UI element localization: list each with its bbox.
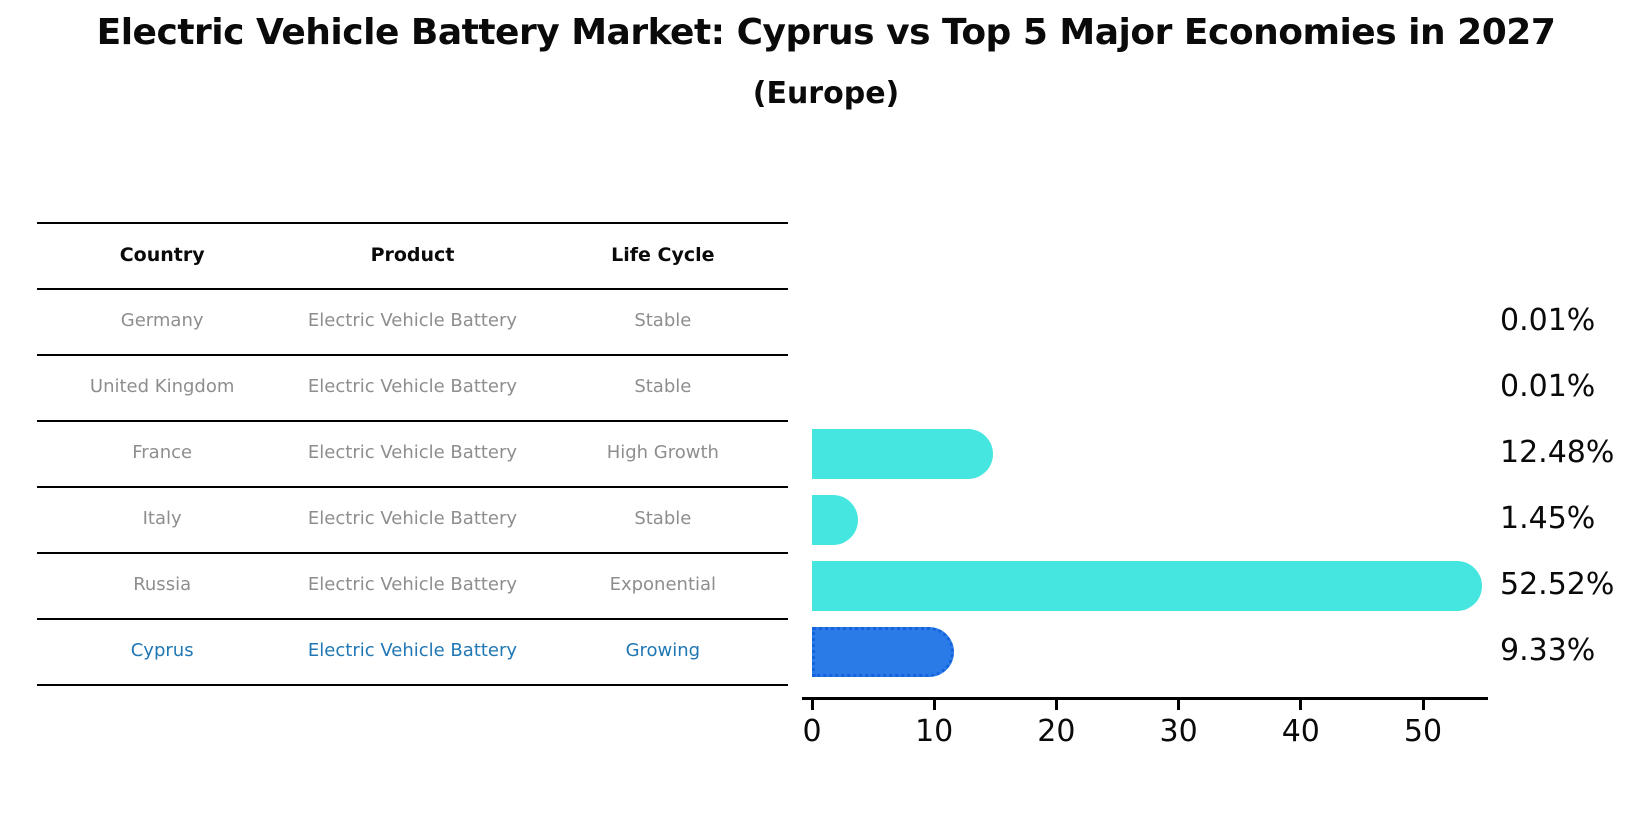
x-axis-tick [1054,697,1058,710]
table-rule [37,552,788,554]
table-cell: High Growth [606,442,719,463]
table-cell: Stable [634,508,692,529]
table-rule [37,618,788,620]
x-axis-tick [1177,697,1181,710]
bar-italy [812,495,858,545]
table-cell: France [132,442,193,463]
table-cell: Germany [120,310,204,331]
table-rule [37,420,788,422]
table-cell: Stable [634,376,692,397]
x-axis-tick-label: 20 [1037,714,1076,749]
table-cell: United Kingdom [89,376,235,397]
table-cell: Cyprus [130,640,194,661]
chart-title: Electric Vehicle Battery Market: Cyprus … [96,12,1556,53]
table-rule [37,288,788,290]
x-axis-tick [932,697,936,710]
value-label-germany: 0.01% [1500,303,1596,338]
value-label-italy: 1.45% [1500,501,1596,536]
table-cell: Growing [625,640,701,661]
value-label-france: 12.48% [1500,435,1615,470]
x-axis-tick-label: 30 [1159,714,1198,749]
x-axis-tick [1299,697,1303,710]
x-axis-tick-label: 40 [1281,714,1320,749]
value-label-united-kingdom: 0.01% [1500,369,1596,404]
table-cell: Italy [142,508,182,529]
x-axis-tick [810,697,814,710]
bar-france [812,429,993,479]
table-cell: Electric Vehicle Battery [307,310,518,331]
value-label-cyprus: 9.33% [1500,633,1596,668]
bar-cyprus [812,627,954,677]
x-axis-tick-label: 10 [915,714,954,749]
bar-russia [812,561,1482,611]
chart-subtitle: (Europe) [752,76,900,111]
table-cell: Russia [133,574,192,595]
table-rule [37,222,788,224]
table-cell: Exponential [609,574,717,595]
table-cell: Stable [634,310,692,331]
table-rule [37,486,788,488]
x-axis-line [802,697,1488,700]
x-axis-tick-label: 50 [1403,714,1443,749]
table-header-product: Product [370,244,455,266]
table-cell: Electric Vehicle Battery [307,376,518,397]
table-header-country: Country [119,244,205,266]
table-cell: Electric Vehicle Battery [307,442,518,463]
table-rule [37,354,788,356]
table-cell: Electric Vehicle Battery [307,574,518,595]
table-rule [37,684,788,686]
table-cell: Electric Vehicle Battery [307,508,518,529]
table-header-life-cycle: Life Cycle [611,244,715,266]
table-cell: Electric Vehicle Battery [307,640,518,661]
x-axis-tick [1421,697,1425,710]
value-label-russia: 52.52% [1500,567,1615,602]
x-axis-tick-label: 0 [802,714,822,749]
